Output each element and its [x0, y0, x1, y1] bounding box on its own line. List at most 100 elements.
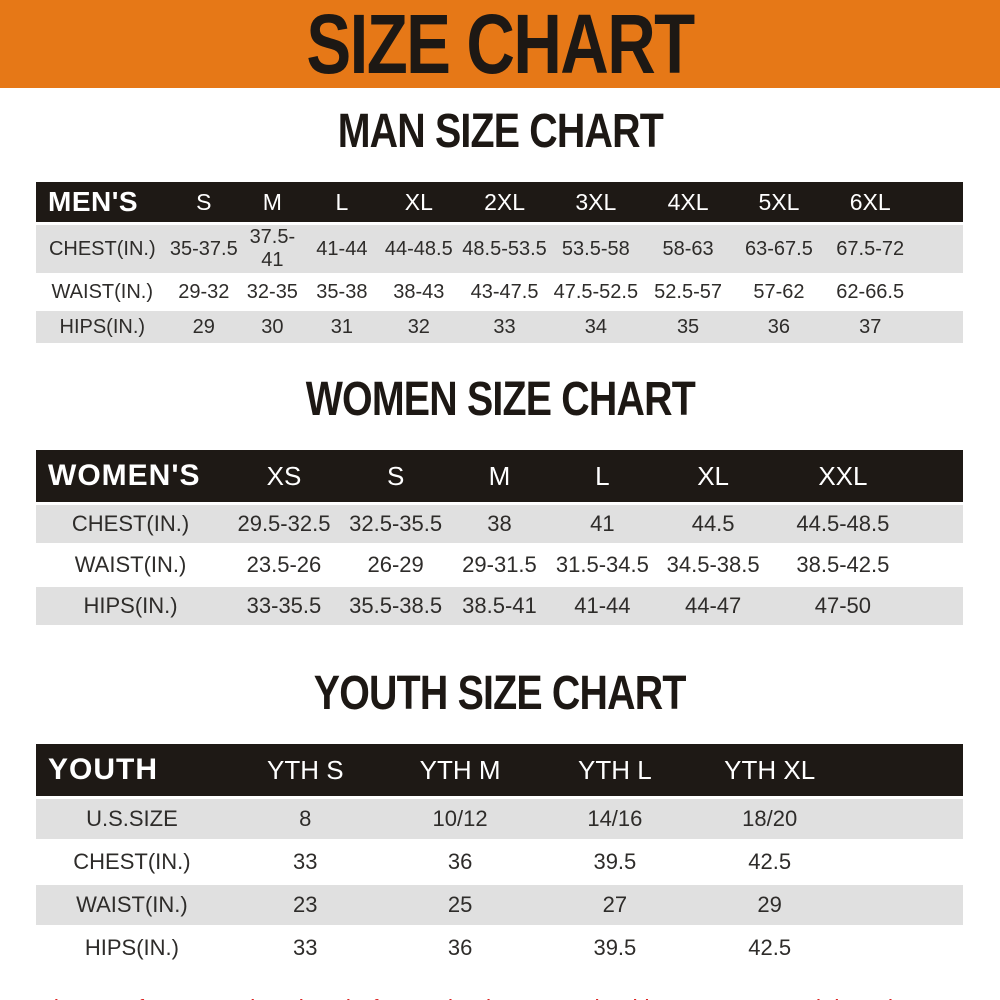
value-cell: 35: [642, 311, 734, 343]
value-cell: 36: [382, 842, 538, 882]
filler-cell: [916, 225, 963, 273]
men-size-col: S: [168, 182, 239, 222]
row-label: U.S.SIZE: [36, 799, 228, 839]
men-hips-row: HIPS(IN.) 29 30 31 32 33 34 35 36 37: [36, 311, 963, 343]
row-label: CHEST(IN.): [36, 842, 228, 882]
value-cell: 36: [382, 928, 538, 968]
men-table-title: MEN'S: [36, 182, 169, 222]
filler-cell: [847, 842, 963, 882]
value-cell: 30: [239, 311, 306, 343]
value-cell: 42.5: [692, 928, 848, 968]
men-header-row: MEN'S S M L XL 2XL 3XL 4XL 5XL 6XL: [36, 182, 963, 222]
value-cell: 27: [537, 885, 693, 925]
women-section-heading: WOMEN SIZE CHART: [0, 376, 1000, 435]
youth-ussize-row: U.S.SIZE 8 10/12 14/16 18/20: [36, 799, 963, 839]
youth-size-col: YTH M: [382, 744, 538, 796]
men-size-col: 6XL: [823, 182, 917, 222]
value-cell: 38: [448, 505, 551, 543]
filler-cell: [916, 182, 963, 222]
value-cell: 38-43: [378, 276, 460, 308]
value-cell: 34.5-38.5: [654, 546, 772, 584]
value-cell: 33: [227, 842, 383, 882]
value-cell: 23.5-26: [225, 546, 343, 584]
value-cell: 52.5-57: [642, 276, 734, 308]
youth-size-table: YOUTH YTH S YTH M YTH L YTH XL U.S.SIZE …: [36, 741, 963, 971]
value-cell: 43-47.5: [459, 276, 550, 308]
value-cell: 35-38: [305, 276, 379, 308]
value-cell: 53.5-58: [549, 225, 643, 273]
men-size-col: 5XL: [733, 182, 824, 222]
value-cell: 34: [549, 311, 643, 343]
filler-cell: [913, 450, 963, 502]
youth-hips-row: HIPS(IN.) 33 36 39.5 42.5: [36, 928, 963, 968]
value-cell: 44.5-48.5: [771, 505, 914, 543]
women-size-col: XS: [225, 450, 343, 502]
disclaimer-line-1: Please refer to our size chart before or…: [38, 991, 1000, 1000]
filler-cell: [847, 744, 963, 796]
value-cell: 25: [382, 885, 538, 925]
women-size-table-wrap: WOMEN'S XS S M L XL XXL CHEST(IN.) 29.5-…: [36, 447, 963, 628]
value-cell: 31.5-34.5: [550, 546, 655, 584]
value-cell: 38.5-41: [448, 587, 551, 625]
youth-section-heading: YOUTH SIZE CHART: [0, 670, 1000, 729]
value-cell: 37.5-41: [239, 225, 306, 273]
value-cell: 35-37.5: [168, 225, 239, 273]
men-size-col: XL: [378, 182, 460, 222]
man-heading-text: MAN SIZE CHART: [337, 105, 663, 158]
women-chest-row: CHEST(IN.) 29.5-32.5 32.5-35.5 38 41 44.…: [36, 505, 963, 543]
men-size-col: M: [239, 182, 306, 222]
value-cell: 39.5: [537, 842, 693, 882]
value-cell: 31: [305, 311, 379, 343]
men-size-col: L: [305, 182, 379, 222]
value-cell: 62-66.5: [823, 276, 917, 308]
value-cell: 58-63: [642, 225, 734, 273]
value-cell: 48.5-53.5: [459, 225, 550, 273]
youth-size-col: YTH S: [227, 744, 383, 796]
youth-size-col: YTH XL: [692, 744, 848, 796]
value-cell: 42.5: [692, 842, 848, 882]
youth-chest-row: CHEST(IN.) 33 36 39.5 42.5: [36, 842, 963, 882]
women-header-row: WOMEN'S XS S M L XL XXL: [36, 450, 963, 502]
size-chart-banner: SIZE CHART: [0, 0, 1000, 88]
value-cell: 38.5-42.5: [771, 546, 914, 584]
women-size-col: L: [550, 450, 655, 502]
youth-heading-text: YOUTH SIZE CHART: [314, 667, 687, 720]
value-cell: 29-32: [168, 276, 239, 308]
women-waist-row: WAIST(IN.) 23.5-26 26-29 29-31.5 31.5-34…: [36, 546, 963, 584]
value-cell: 32-35: [239, 276, 306, 308]
filler-cell: [847, 799, 963, 839]
value-cell: 26-29: [342, 546, 449, 584]
youth-size-col: YTH L: [537, 744, 693, 796]
value-cell: 29: [168, 311, 239, 343]
value-cell: 41: [550, 505, 655, 543]
value-cell: 36: [733, 311, 824, 343]
women-size-col: S: [342, 450, 449, 502]
value-cell: 44.5: [654, 505, 772, 543]
row-label: CHEST(IN.): [36, 225, 169, 273]
row-label: WAIST(IN.): [36, 546, 226, 584]
value-cell: 39.5: [537, 928, 693, 968]
value-cell: 44-48.5: [378, 225, 460, 273]
man-section-heading: MAN SIZE CHART: [0, 108, 1000, 167]
value-cell: 33: [459, 311, 550, 343]
filler-cell: [913, 505, 963, 543]
value-cell: 10/12: [382, 799, 538, 839]
women-heading-text: WOMEN SIZE CHART: [305, 373, 695, 426]
men-size-col: 4XL: [642, 182, 734, 222]
value-cell: 37: [823, 311, 917, 343]
value-cell: 41-44: [305, 225, 379, 273]
value-cell: 41-44: [550, 587, 655, 625]
value-cell: 33-35.5: [225, 587, 343, 625]
value-cell: 29.5-32.5: [225, 505, 343, 543]
filler-cell: [913, 546, 963, 584]
men-size-col: 3XL: [549, 182, 643, 222]
row-label: HIPS(IN.): [36, 587, 226, 625]
women-size-col: XXL: [771, 450, 914, 502]
filler-cell: [916, 311, 963, 343]
value-cell: 8: [227, 799, 383, 839]
value-cell: 18/20: [692, 799, 848, 839]
women-size-col: M: [448, 450, 551, 502]
value-cell: 32.5-35.5: [342, 505, 449, 543]
men-size-table: MEN'S S M L XL 2XL 3XL 4XL 5XL 6XL CHEST…: [36, 179, 963, 346]
women-hips-row: HIPS(IN.) 33-35.5 35.5-38.5 38.5-41 41-4…: [36, 587, 963, 625]
